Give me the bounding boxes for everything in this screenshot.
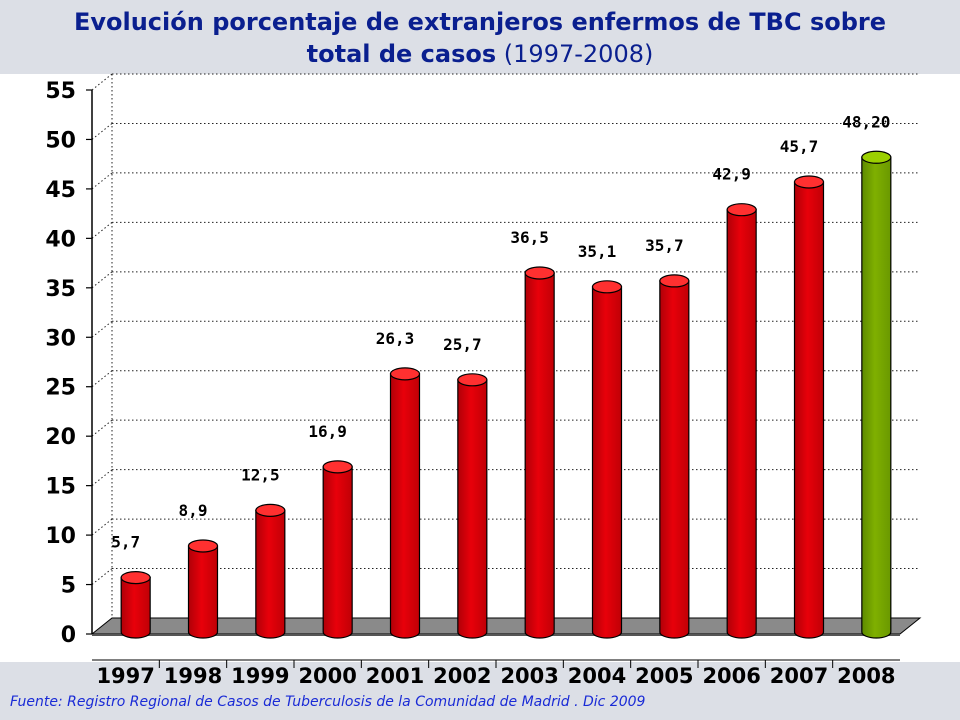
bar-2006 [726,203,757,639]
bar-body [389,373,421,639]
bar-top [389,367,421,381]
y-tick-label: 50 [45,128,76,153]
x-tick-label: 2003 [500,664,558,688]
bar-body [255,509,286,639]
gridline-side [91,73,113,91]
data-label: 42,9 [712,165,751,184]
bar-2007 [793,175,825,639]
gridline-side [91,518,113,536]
bar-body [861,156,892,639]
bar-top [861,150,892,164]
x-tick-label: 1998 [164,664,222,688]
bar-body [187,545,219,639]
bar-top [726,203,757,217]
bar-top [187,539,219,553]
bar-top [591,280,623,294]
bar-body [457,379,488,639]
bar-body [524,272,555,639]
bar-body [793,181,825,639]
gridline-side [91,568,113,585]
y-tick-label: 15 [45,475,76,500]
bar-top [322,460,353,474]
y-tick-label: 35 [45,277,76,302]
title-line2-bold: total de casos [306,40,497,68]
bar-top [524,266,555,280]
y-tick-label: 0 [61,623,76,648]
data-label: 16,9 [308,422,347,441]
chart-floor-edge [92,634,900,636]
gridline-side [91,419,113,437]
x-tick-label: 2006 [702,664,760,688]
title-line2-normal: (1997-2008) [496,40,654,68]
bar-2004 [591,280,623,639]
x-tick-label: 1999 [231,664,289,688]
y-tick-label: 45 [45,178,76,203]
title-line1: Evolución porcentaje de extranjeros enfe… [73,8,887,36]
y-tick-label: 55 [45,79,76,104]
y-tick-label: 40 [45,227,76,252]
gridline-side [91,271,113,289]
x-tick-label: 2000 [298,664,356,688]
bar-1998 [187,539,219,639]
gridline-side [91,123,113,140]
chart-title: Evolución porcentaje de extranjeros enfe… [0,6,960,70]
bar-body [659,280,690,639]
bar-top [255,503,286,517]
bar-top [793,175,825,189]
source-note: Fuente: Registro Regional de Casos de Tu… [10,694,646,710]
x-tick-label: 2001 [366,664,424,688]
bar-1997 [120,571,151,639]
data-label: 35,1 [578,242,617,261]
bar-body [322,466,353,639]
bar-body [591,286,623,639]
bar-2003 [524,266,555,639]
y-tick-label: 25 [45,376,76,401]
x-tick-label: 2008 [837,664,895,688]
x-tick-label: 1997 [96,664,154,688]
bar-2000 [322,460,353,639]
data-label: 8,9 [179,501,208,520]
bar-2005 [659,274,690,639]
gridline-side [91,221,113,239]
bar-2002 [457,373,488,639]
bar-top [457,373,488,387]
data-label: 5,7 [111,533,140,552]
bar-top [659,274,690,288]
gridline-side [91,469,113,487]
bar-2008 [861,150,892,639]
bar-top [120,571,151,585]
x-tick-label: 2005 [635,664,693,688]
gridline-side [91,370,113,388]
data-label: 35,7 [645,236,684,255]
y-tick-label: 5 [61,574,76,599]
data-label: 26,3 [376,329,415,348]
y-tick-label: 10 [45,524,76,549]
data-label: 12,5 [241,465,280,484]
data-label: 25,7 [443,335,482,354]
y-tick-label: 20 [45,425,76,450]
data-label: 48,20 [842,112,890,131]
data-label: 36,5 [510,228,549,247]
gridline-side [91,172,113,190]
bar-body [120,577,151,639]
bar-2001 [389,367,421,639]
x-tick-label: 2007 [770,664,828,688]
y-tick-label: 30 [45,326,76,351]
bar-1999 [255,503,286,639]
data-label: 45,7 [780,137,819,156]
x-tick-label: 2004 [568,664,626,688]
bar-body [726,209,757,639]
gridline-side [91,320,113,338]
x-tick-label: 2002 [433,664,491,688]
